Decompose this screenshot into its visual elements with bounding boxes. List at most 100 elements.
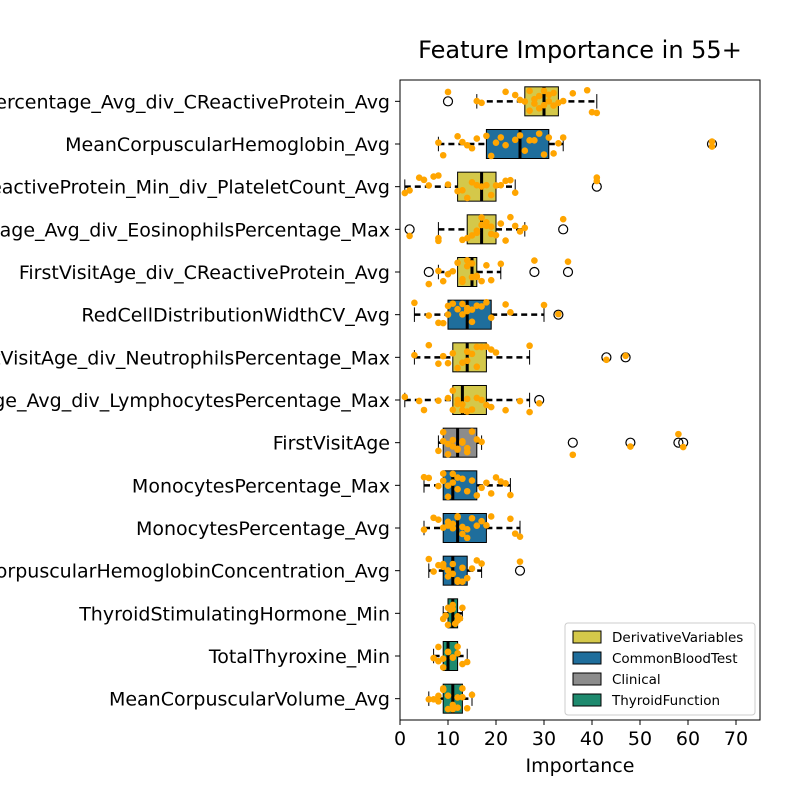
legend-label: DerivativeVariables [612,630,743,646]
data-point [497,181,505,189]
legend-frame [564,622,756,716]
legend-swatch [572,672,602,686]
data-point [708,138,716,145]
data-point [487,223,495,231]
data-point [459,604,466,612]
data-point [593,109,601,117]
data-point [593,177,601,185]
data-point [459,693,466,701]
data-point [439,470,447,477]
data-point [420,176,428,184]
data-point [435,482,442,490]
data-point [406,187,413,194]
data-point [444,705,452,713]
y-tick-label: MeanCorpuscularHemoglobinConcentration_A… [0,561,390,583]
data-point [468,691,476,699]
data-point [435,360,442,367]
data-point [483,132,490,140]
data-point [473,363,481,371]
x-tick-label: 10 [436,728,460,750]
data-point [444,311,452,318]
data-point [468,144,476,152]
y-tick-label: RedCellDistributionWidthSD_MeanCorpuscul… [0,91,390,113]
data-point [459,564,466,572]
data-point [583,86,591,94]
data-point [540,301,548,309]
data-point [502,88,509,96]
data-point [439,664,447,671]
data-point [473,272,481,280]
y-tick-label: FirstVisitAge_div_CReactiveProtein_Avg [19,262,390,284]
data-point [401,393,409,401]
data-point [425,182,433,189]
data-point [425,341,433,349]
data-point [449,406,457,414]
data-point [507,515,514,523]
data-point [444,567,452,574]
data-point [559,134,567,141]
data-point [502,237,509,244]
data-point [507,213,514,221]
data-point [449,387,457,394]
data-point [459,475,466,483]
chart-title: Feature Importance in 55+ [418,36,742,64]
box-group [395,299,564,330]
data-point [622,352,629,360]
outlier-point [558,224,569,235]
data-point [425,280,433,288]
data-point [439,151,447,159]
data-point [435,139,442,146]
outlier-point [442,96,454,107]
legend-swatch [572,651,602,665]
outlier-point [423,266,434,278]
y-tick-label: CReactiveProtein_Min_div_PlateletCount_A… [0,177,390,199]
legend: DerivativeVariables CommonBloodTest Clinic… [564,622,756,716]
x-tick-label: 30 [532,728,556,750]
data-point [468,565,476,572]
data-point [521,224,529,232]
data-point [487,346,495,353]
outlier-point [514,565,526,576]
data-point [425,555,433,563]
data-point [502,301,509,308]
data-point [449,470,457,478]
data-point [463,194,471,202]
data-point [545,97,553,105]
data-point [478,517,485,525]
data-point [627,443,634,450]
data-point [708,143,716,150]
legend-label: Clinical [612,672,661,688]
data-point [444,692,452,699]
data-point [449,350,457,357]
box-group [395,256,574,288]
data-point [468,318,476,326]
data-point [521,98,529,105]
data-point [516,533,524,540]
outlier-point [673,437,684,448]
data-point [492,474,500,481]
data-point [492,139,500,146]
data-point [459,186,466,194]
data-point [439,428,447,436]
data-point [555,139,562,147]
box-group [395,470,514,501]
data-point [454,396,461,404]
data-point [411,351,418,359]
data-point [473,343,481,351]
box-group [395,341,631,373]
data-point [454,578,461,586]
plot-area: DerivativeVariables CommonBloodTest Clinic… [395,79,761,725]
data-point [439,560,447,568]
data-point [454,259,461,267]
y-tick-label: FirstVisitAge_div_NeutrophilsPercentage_… [0,347,390,369]
data-point [454,643,461,651]
data-point [473,557,481,564]
data-point [521,147,529,155]
data-point [468,260,476,267]
data-point [435,447,442,455]
data-point [502,141,509,149]
data-point [535,92,543,100]
data-point [516,558,524,565]
data-point [415,397,423,405]
x-tick-label: 60 [676,728,700,750]
